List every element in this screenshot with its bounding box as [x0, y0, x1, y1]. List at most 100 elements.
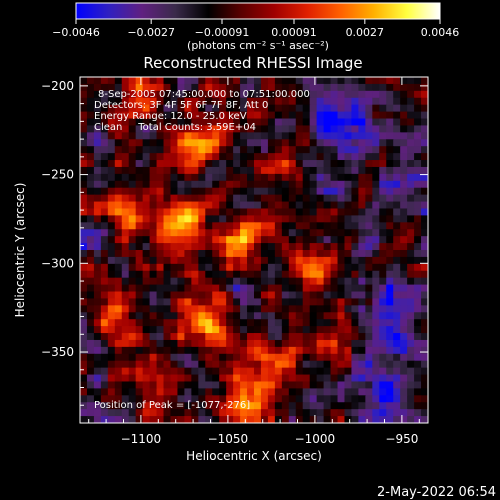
heatmap-cell — [267, 256, 276, 265]
heatmap-cell — [260, 326, 269, 334]
heatmap-cell — [400, 353, 408, 362]
heatmap-cell — [400, 215, 408, 223]
heatmap-cell — [100, 305, 109, 313]
heatmap-cell — [191, 90, 199, 99]
heatmap-cell — [400, 270, 408, 279]
heatmap-cell — [281, 333, 290, 341]
heatmap-cell — [260, 77, 269, 85]
heatmap-cell — [80, 146, 88, 154]
heatmap-cell — [212, 83, 220, 92]
heatmap-cell — [281, 104, 290, 113]
heatmap-cell — [191, 104, 199, 113]
heatmap-cell — [177, 173, 185, 182]
heatmap-cell — [254, 77, 262, 85]
heatmap-cell — [281, 236, 290, 244]
heatmap-cell — [344, 194, 353, 203]
heatmap-cell — [295, 284, 304, 293]
heatmap-cell — [260, 166, 269, 175]
heatmap-cell — [260, 250, 269, 258]
heatmap-cell — [149, 277, 158, 286]
heatmap-cell — [100, 339, 109, 348]
heatmap-cell — [184, 367, 192, 376]
heatmap-cell — [149, 222, 158, 230]
heatmap-cell — [212, 333, 220, 341]
heatmap-cell — [212, 236, 220, 244]
heatmap-cell — [274, 319, 283, 327]
heatmap-cell — [219, 83, 227, 92]
heatmap-cell — [267, 139, 276, 147]
heatmap-cell — [386, 153, 394, 161]
heatmap-cell — [407, 173, 415, 182]
heatmap-cell — [163, 388, 172, 396]
heatmap-cell — [386, 402, 394, 410]
heatmap-cell — [358, 201, 366, 210]
heatmap-cell — [337, 250, 346, 258]
heatmap-cell — [128, 187, 137, 196]
heatmap-cell — [407, 194, 415, 203]
heatmap-cell — [93, 90, 102, 99]
heatmap-cell — [365, 139, 373, 147]
heatmap-cell — [142, 319, 151, 327]
heatmap-cell — [184, 256, 192, 265]
heatmap-cell — [121, 381, 130, 389]
heatmap-cell — [309, 97, 318, 106]
heatmap-cell — [386, 367, 394, 376]
heatmap-cell — [330, 409, 339, 417]
heatmap-cell — [135, 236, 144, 244]
heatmap-cell — [323, 326, 332, 334]
heatmap-cell — [400, 339, 408, 348]
heatmap-cell — [100, 270, 109, 279]
heatmap-cell — [358, 360, 366, 369]
heatmap-cell — [302, 139, 311, 147]
heatmap-cell — [233, 409, 241, 417]
heatmap-cell — [219, 132, 227, 140]
heatmap-cell — [288, 180, 297, 189]
heatmap-cell — [191, 305, 199, 313]
heatmap-cell — [316, 326, 325, 334]
heatmap-cell — [121, 319, 130, 327]
heatmap-cell — [393, 312, 401, 320]
heatmap-cell — [149, 353, 158, 362]
heatmap-cell — [302, 367, 311, 376]
heatmap-cell — [316, 166, 325, 175]
heatmap-cell — [226, 111, 234, 120]
heatmap-cell — [233, 243, 241, 251]
heatmap-cell — [393, 402, 401, 410]
heatmap-cell — [274, 284, 283, 293]
heatmap-cell — [393, 333, 401, 341]
heatmap-cell — [149, 90, 158, 99]
y-tick-label: −350 — [41, 345, 74, 359]
heatmap-cell — [212, 187, 220, 196]
heatmap-cell — [184, 194, 192, 203]
heatmap-cell — [128, 166, 137, 175]
heatmap-cell — [267, 132, 276, 140]
heatmap-cell — [86, 118, 95, 127]
heatmap-cell — [351, 256, 359, 265]
heatmap-cell — [337, 305, 346, 313]
heatmap-cell — [191, 118, 199, 127]
heatmap-cell — [198, 346, 206, 355]
heatmap-cell — [337, 215, 346, 223]
heatmap-cell — [156, 97, 165, 106]
heatmap-cell — [121, 153, 130, 161]
heatmap-cell — [233, 236, 241, 244]
heatmap-cell — [260, 339, 269, 348]
heatmap-cell — [421, 118, 428, 127]
heatmap-cell — [212, 360, 220, 369]
heatmap-cell — [135, 381, 144, 389]
heatmap-cell — [274, 160, 283, 168]
heatmap-cell — [302, 187, 311, 196]
heatmap-cell — [309, 173, 318, 182]
heatmap-cell — [365, 346, 373, 355]
heatmap-cell — [330, 104, 339, 113]
heatmap-cell — [274, 291, 283, 300]
heatmap-cell — [254, 298, 262, 306]
heatmap-cell — [184, 97, 192, 106]
heatmap-cell — [156, 374, 165, 383]
heatmap-cell — [86, 409, 95, 417]
heatmap-cell — [219, 215, 227, 223]
heatmap-cell — [93, 353, 102, 362]
heatmap-cell — [400, 160, 408, 168]
heatmap-cell — [114, 409, 123, 417]
heatmap-cell — [80, 236, 88, 244]
